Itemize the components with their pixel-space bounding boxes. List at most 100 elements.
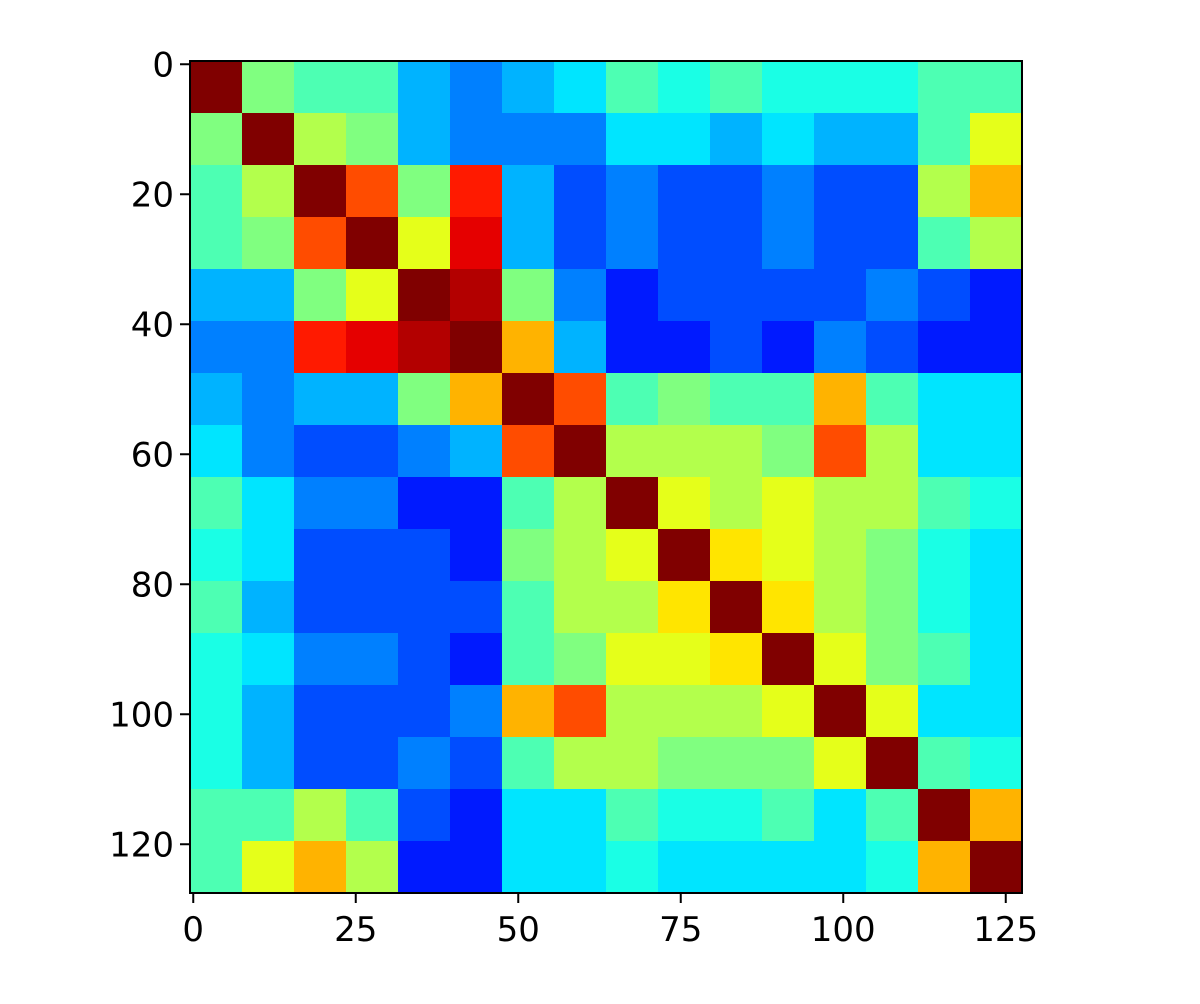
heatmap-cell [866, 321, 919, 374]
heatmap-cell [346, 113, 399, 166]
y-tick-label: 20 [131, 175, 174, 215]
heatmap-cell [502, 737, 555, 790]
heatmap-cell [762, 165, 815, 218]
heatmap-cell [346, 633, 399, 686]
heatmap-cell [346, 165, 399, 218]
heatmap-cell [554, 789, 607, 842]
heatmap-cell [190, 425, 243, 478]
heatmap-cell [242, 165, 295, 218]
heatmap-cell [866, 737, 919, 790]
heatmap-cell [242, 529, 295, 582]
heatmap-cell [502, 321, 555, 374]
y-tick-label: 120 [109, 825, 174, 865]
heatmap-cell [762, 61, 815, 114]
heatmap-cell [502, 269, 555, 322]
heatmap-cell [398, 269, 451, 322]
heatmap-cell [346, 581, 399, 634]
heatmap-cell [450, 581, 503, 634]
heatmap-cell [762, 581, 815, 634]
heatmap-cell [606, 113, 659, 166]
heatmap-cell [346, 477, 399, 530]
heatmap-cell [554, 61, 607, 114]
heatmap-cell [346, 269, 399, 322]
heatmap-cell [190, 737, 243, 790]
heatmap-cell [450, 61, 503, 114]
heatmap-cell [346, 737, 399, 790]
heatmap-cell [710, 113, 763, 166]
heatmap-cell [710, 165, 763, 218]
heatmap-cell [606, 61, 659, 114]
heatmap-cell [242, 477, 295, 530]
heatmap-cell [242, 269, 295, 322]
heatmap-cell [710, 685, 763, 738]
heatmap-cell [970, 633, 1023, 686]
heatmap-cell [970, 321, 1023, 374]
heatmap-cell [918, 321, 971, 374]
heatmap-cell [294, 321, 347, 374]
heatmap-cell [554, 165, 607, 218]
heatmap-cell [450, 321, 503, 374]
heatmap-cell [242, 581, 295, 634]
heatmap-cell [554, 841, 607, 894]
y-tick-label: 100 [109, 695, 174, 735]
heatmap-cell [502, 581, 555, 634]
heatmap-cell [190, 373, 243, 426]
heatmap-cell [710, 529, 763, 582]
heatmap-cell [242, 425, 295, 478]
heatmap-cell [398, 789, 451, 842]
heatmap-cell [346, 841, 399, 894]
heatmap-cell [450, 529, 503, 582]
heatmap-cell [502, 841, 555, 894]
heatmap-cell [606, 373, 659, 426]
heatmap-cell [970, 737, 1023, 790]
heatmap-cell [554, 581, 607, 634]
heatmap-cell [970, 113, 1023, 166]
heatmap-cell [398, 633, 451, 686]
heatmap-cell [814, 529, 867, 582]
heatmap-cell [502, 61, 555, 114]
heatmap-cell [814, 789, 867, 842]
heatmap-cell [190, 685, 243, 738]
heatmap-cell [710, 217, 763, 270]
heatmap-cell [190, 633, 243, 686]
heatmap-cell [398, 841, 451, 894]
heatmap-cell [502, 477, 555, 530]
heatmap-cell [450, 841, 503, 894]
heatmap-cell [554, 529, 607, 582]
heatmap-cell [658, 61, 711, 114]
heatmap-cell [190, 217, 243, 270]
heatmap-cell [398, 373, 451, 426]
heatmap-cell [242, 61, 295, 114]
heatmap-cell [554, 477, 607, 530]
x-tick-label: 100 [811, 910, 876, 950]
heatmap-cell [242, 789, 295, 842]
heatmap-cell [918, 61, 971, 114]
heatmap-cell [658, 685, 711, 738]
heatmap-cell [970, 841, 1023, 894]
heatmap-cell [398, 321, 451, 374]
heatmap-cell [814, 633, 867, 686]
heatmap-cell [398, 425, 451, 478]
heatmap-cell [190, 113, 243, 166]
heatmap-cell [814, 685, 867, 738]
heatmap-cell [658, 269, 711, 322]
heatmap-cell [970, 529, 1023, 582]
heatmap-cell [658, 529, 711, 582]
heatmap-cell [346, 425, 399, 478]
heatmap-cell [398, 737, 451, 790]
heatmap-cell [658, 113, 711, 166]
heatmap-cell [346, 217, 399, 270]
heatmap-cell [970, 165, 1023, 218]
heatmap-cell [710, 737, 763, 790]
heatmap-cell [658, 737, 711, 790]
heatmap-cell [970, 477, 1023, 530]
heatmap-cell [658, 581, 711, 634]
y-tick-label: 40 [131, 305, 174, 345]
heatmap-cell [450, 685, 503, 738]
x-tick-label: 50 [497, 910, 540, 950]
heatmap-cell [346, 789, 399, 842]
heatmap-cell [606, 737, 659, 790]
heatmap-cell [710, 321, 763, 374]
heatmap-cell [918, 841, 971, 894]
heatmap-cell [242, 217, 295, 270]
